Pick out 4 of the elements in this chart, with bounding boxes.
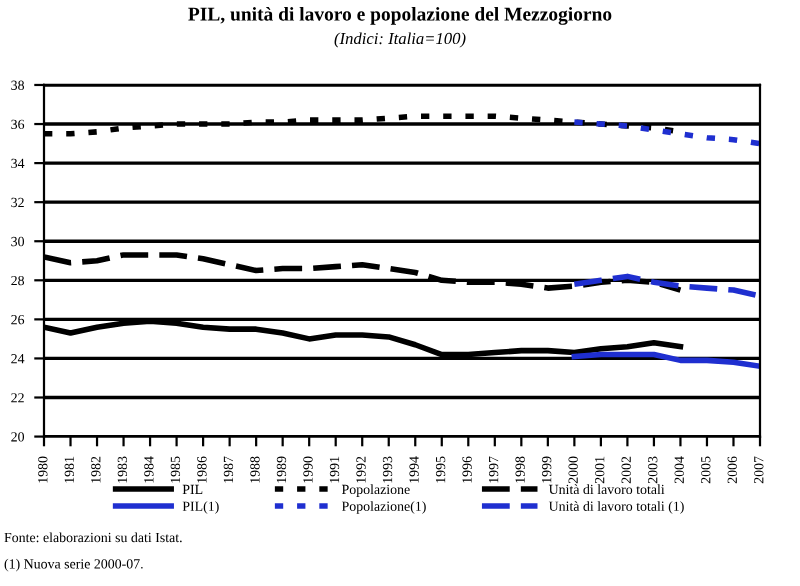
chart-title: PIL, unità di lavoro e popolazione del Mezzogiorno (188, 7, 612, 25)
chart-subtitle: (Indici: Italia=100) (334, 32, 466, 48)
line-series (571, 119, 760, 147)
line-series (571, 273, 760, 299)
